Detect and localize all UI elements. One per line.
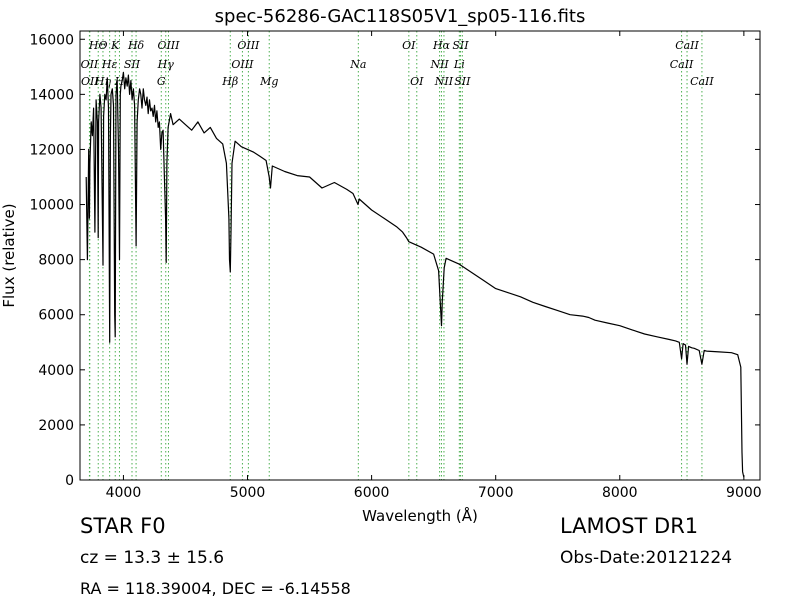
x-axis-label: Wavelength (Å) (362, 506, 478, 525)
marker-label: OIII (237, 39, 260, 52)
marker-label: CaII (670, 58, 694, 71)
marker-label: Li (453, 58, 465, 71)
marker-label: SII (452, 39, 469, 52)
x-tick-label: 4000 (106, 485, 142, 501)
marker-label: OIII (157, 39, 180, 52)
y-tick-label: 8000 (38, 253, 74, 269)
x-tick-label: 8000 (602, 485, 638, 501)
marker-label: Hδ (127, 39, 145, 52)
y-tick-label: 16000 (29, 32, 74, 48)
marker-label: Hε (101, 58, 118, 71)
y-tick-label: 10000 (29, 198, 74, 214)
observation-date-label: Obs-Date:20121224 (560, 548, 733, 568)
y-tick-label: 6000 (38, 308, 74, 324)
y-tick-label: 12000 (29, 142, 74, 158)
marker-label: K (110, 39, 120, 52)
marker-label: OI (402, 39, 416, 52)
marker-label: Hα (432, 39, 451, 52)
plot-frame (79, 30, 761, 481)
marker-label: CaII (675, 39, 699, 52)
marker-label: Mg (259, 75, 278, 88)
x-tick-label: 9000 (726, 485, 762, 501)
y-tick-label: 0 (65, 473, 74, 489)
marker-label: SII (124, 58, 141, 71)
y-tick-label: 2000 (38, 418, 74, 434)
marker-label: SII (454, 75, 471, 88)
marker-label: Hβ (221, 75, 238, 88)
y-tick-label: 14000 (29, 87, 74, 103)
marker-label: OI (410, 75, 424, 88)
coordinates-label: RA = 118.39004, DEC = -6.14558 (80, 579, 351, 598)
x-tick-label: 5000 (230, 485, 266, 501)
spectrum-line (85, 71, 745, 478)
marker-label: OII (81, 75, 99, 88)
survey-label: LAMOST DR1 (560, 514, 699, 538)
marker-label: OIII (231, 58, 254, 71)
marker-label: NII (434, 75, 454, 88)
marker-label: H (114, 75, 125, 88)
y-axis-label: Flux (relative) (0, 203, 18, 307)
x-tick-label: 6000 (354, 485, 390, 501)
redshift-label: cz = 13.3 ± 15.6 (80, 548, 225, 568)
marker-label: HΘ (88, 39, 108, 52)
marker-label: G (157, 75, 166, 88)
marker-label: Na (349, 58, 366, 71)
marker-label: Hγ (157, 58, 175, 71)
x-tick-label: 7000 (478, 485, 514, 501)
y-tick-label: 4000 (38, 363, 74, 379)
marker-label: NII (429, 58, 449, 71)
chart-title: spec-56286-GAC118S05V1_sp05-116.fits (214, 6, 586, 27)
marker-label: Hη (94, 75, 112, 88)
marker-label: CaII (690, 75, 714, 88)
object-class-label: STAR F0 (80, 514, 166, 538)
